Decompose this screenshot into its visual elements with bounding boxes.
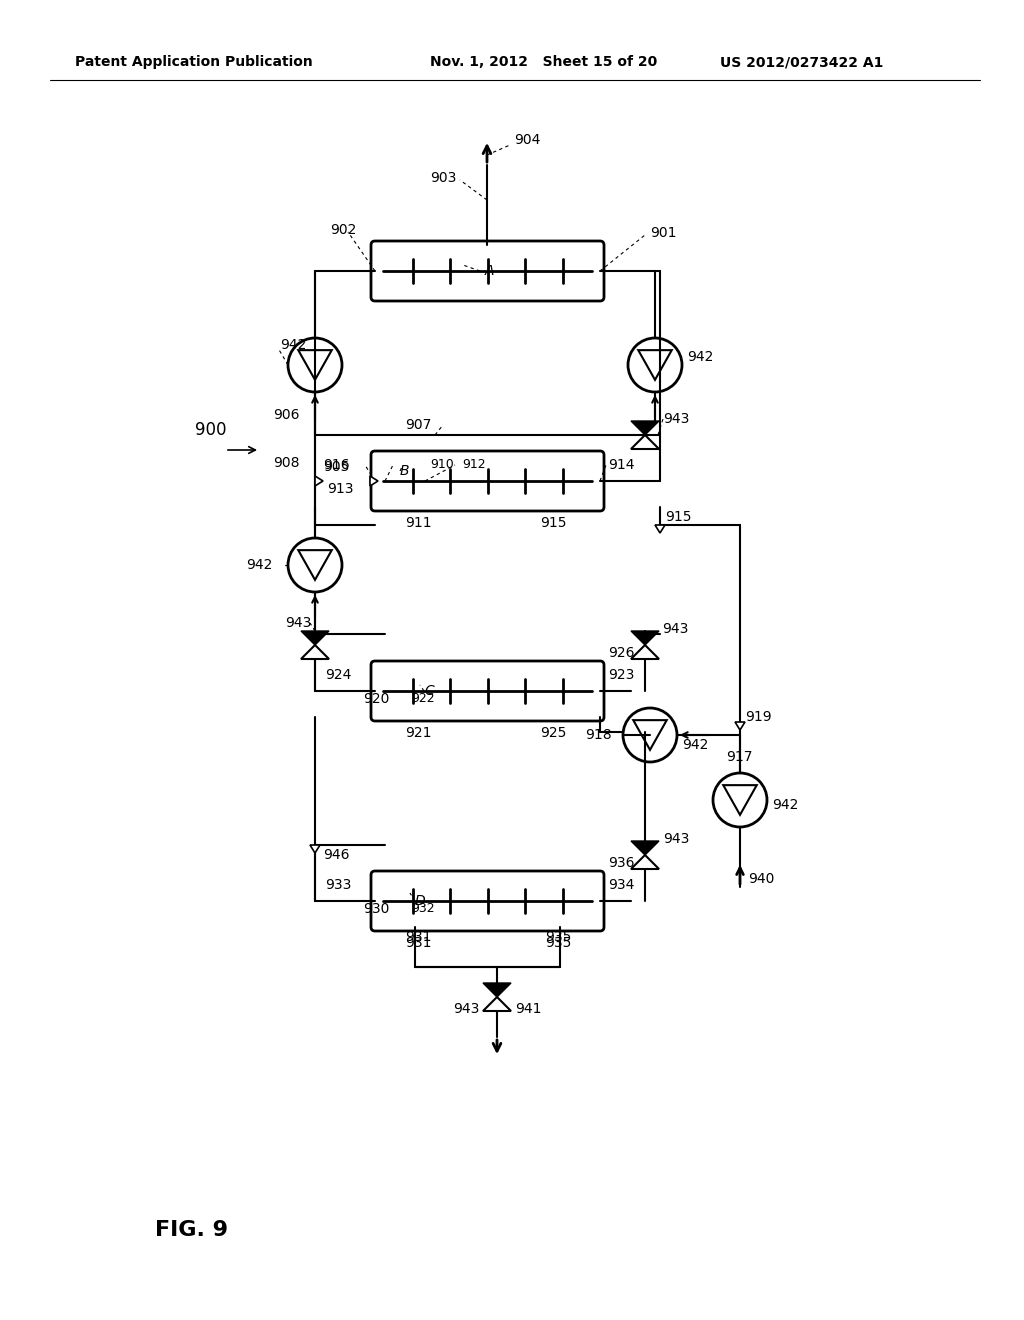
Text: 913: 913	[327, 482, 353, 496]
Polygon shape	[483, 983, 511, 997]
FancyBboxPatch shape	[371, 871, 604, 931]
Text: 942: 942	[687, 350, 714, 364]
Text: 943: 943	[663, 832, 689, 846]
Polygon shape	[735, 722, 745, 730]
Text: A: A	[485, 264, 495, 279]
Polygon shape	[631, 855, 659, 869]
Text: 935: 935	[545, 931, 571, 944]
FancyBboxPatch shape	[371, 661, 604, 721]
Text: 922: 922	[411, 693, 434, 705]
Text: 931: 931	[406, 931, 431, 944]
Text: 906: 906	[273, 408, 299, 422]
Text: 924: 924	[325, 668, 351, 682]
Text: 946: 946	[323, 847, 349, 862]
Text: 942: 942	[772, 799, 799, 812]
Polygon shape	[310, 845, 319, 853]
FancyBboxPatch shape	[371, 242, 604, 301]
Text: US 2012/0273422 A1: US 2012/0273422 A1	[720, 55, 884, 69]
Polygon shape	[631, 645, 659, 659]
Text: 917: 917	[726, 750, 753, 764]
Polygon shape	[301, 645, 329, 659]
Text: 933: 933	[325, 878, 351, 892]
Text: 934: 934	[608, 878, 635, 892]
Text: 931: 931	[406, 936, 431, 950]
Text: 943: 943	[285, 616, 311, 630]
Text: 904: 904	[514, 133, 541, 147]
Polygon shape	[301, 631, 329, 645]
Text: 900: 900	[195, 421, 226, 440]
Polygon shape	[483, 997, 511, 1011]
Text: 911: 911	[406, 516, 432, 531]
Text: 932: 932	[411, 903, 434, 916]
Text: 921: 921	[406, 726, 431, 741]
Polygon shape	[631, 421, 659, 436]
Text: 940: 940	[748, 873, 774, 886]
Text: 942: 942	[280, 338, 306, 352]
Text: 943: 943	[663, 412, 689, 426]
Text: FIG. 9: FIG. 9	[155, 1220, 228, 1239]
Text: 943: 943	[662, 622, 688, 636]
Text: 903: 903	[430, 172, 457, 185]
Text: 941: 941	[515, 1002, 542, 1016]
Text: 923: 923	[608, 668, 635, 682]
Text: 915: 915	[665, 510, 691, 524]
Text: 910: 910	[430, 458, 454, 471]
Polygon shape	[370, 477, 378, 486]
Text: 925: 925	[540, 726, 566, 741]
Polygon shape	[655, 525, 665, 533]
Text: 935: 935	[545, 936, 571, 950]
Text: 920: 920	[362, 692, 389, 706]
FancyBboxPatch shape	[371, 451, 604, 511]
Polygon shape	[631, 631, 659, 645]
Text: 918: 918	[585, 729, 611, 742]
Text: 936: 936	[608, 855, 635, 870]
Polygon shape	[315, 477, 323, 486]
Text: Patent Application Publication: Patent Application Publication	[75, 55, 312, 69]
Text: 901: 901	[650, 226, 677, 240]
Text: 905: 905	[323, 459, 349, 474]
Text: 907: 907	[406, 418, 431, 432]
Text: 919: 919	[745, 710, 772, 723]
Text: 930: 930	[362, 902, 389, 916]
Text: 942: 942	[246, 558, 272, 572]
Text: 908: 908	[273, 455, 299, 470]
Text: 916: 916	[323, 458, 349, 473]
Text: D: D	[415, 894, 426, 908]
Text: 912: 912	[462, 458, 485, 471]
Text: B: B	[400, 465, 410, 478]
Text: 915: 915	[540, 516, 566, 531]
Text: 943: 943	[453, 1002, 479, 1016]
Text: 926: 926	[608, 645, 635, 660]
Text: C: C	[424, 684, 434, 698]
Text: 942: 942	[682, 738, 709, 752]
Polygon shape	[631, 436, 659, 449]
Text: 914: 914	[608, 458, 635, 473]
Polygon shape	[631, 841, 659, 855]
Text: 902: 902	[330, 223, 356, 238]
Text: Nov. 1, 2012   Sheet 15 of 20: Nov. 1, 2012 Sheet 15 of 20	[430, 55, 657, 69]
